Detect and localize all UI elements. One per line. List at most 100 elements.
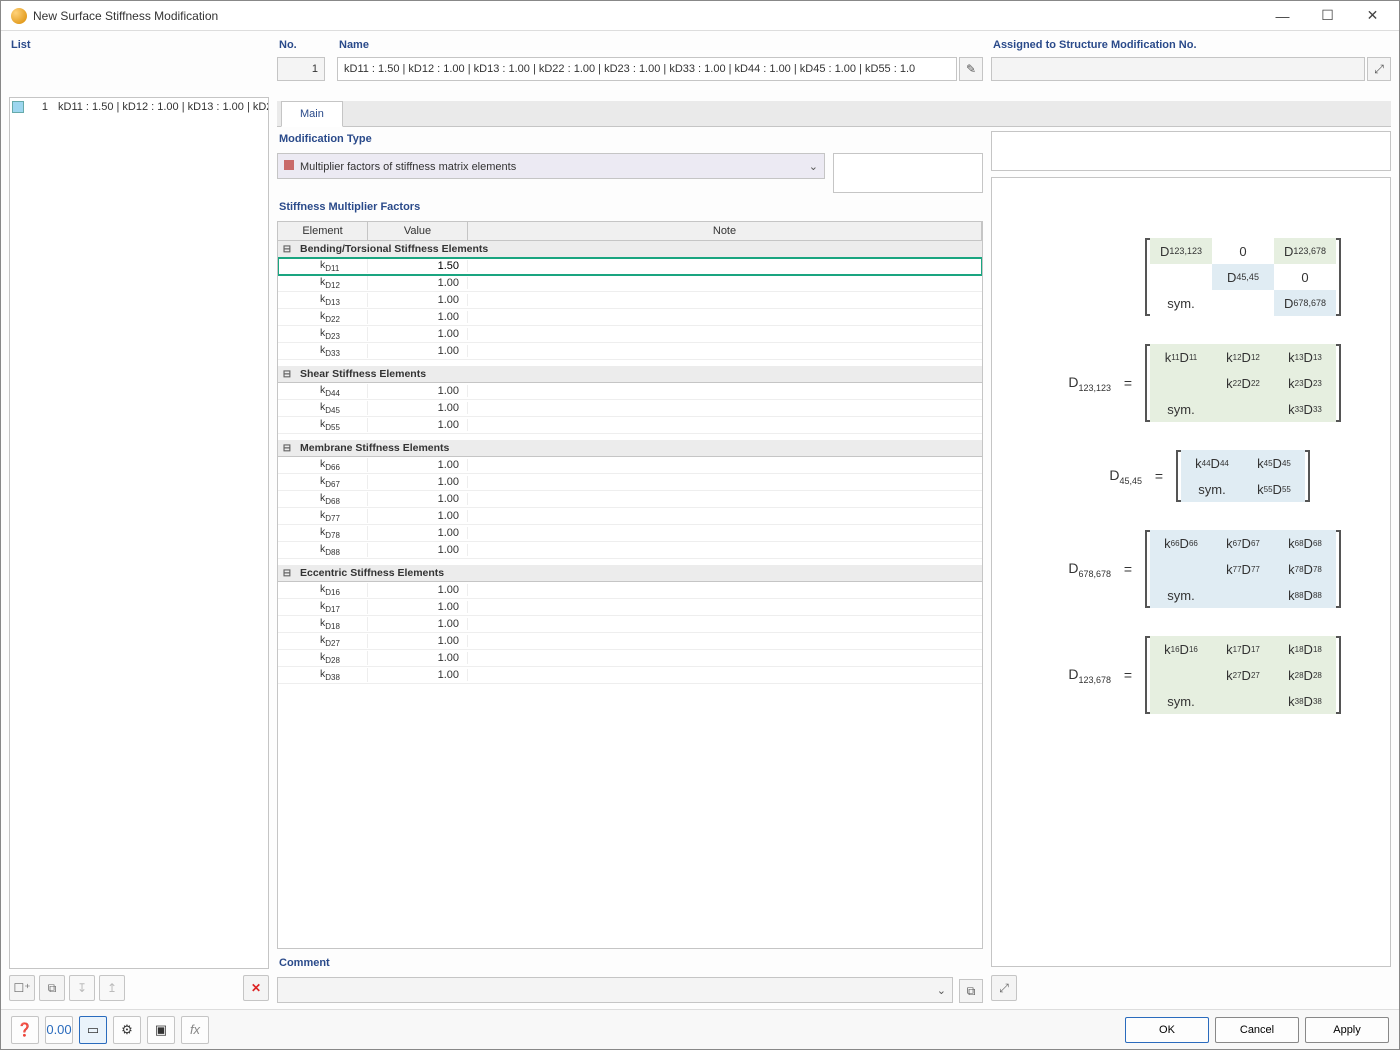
grid-row[interactable]: kD121.00 [278,275,982,292]
row-value[interactable]: 1.00 [368,328,468,340]
pick-assign-button[interactable]: ⤢ [1367,57,1391,81]
grid-row[interactable]: kD671.00 [278,474,982,491]
grid-row[interactable]: kD381.00 [278,667,982,684]
matrix-cell [1150,370,1212,396]
grid-header-element: Element [278,222,368,240]
grid-row[interactable]: kD661.00 [278,457,982,474]
view1-button[interactable]: ▭ [79,1016,107,1044]
row-value[interactable]: 1.00 [368,402,468,414]
row-value[interactable]: 1.50 [368,260,468,272]
list-item[interactable]: 1 kD11 : 1.50 | kD12 : 1.00 | kD13 : 1.0… [10,98,268,116]
view3-button[interactable]: ▣ [147,1016,175,1044]
matrix-cell: k88D88 [1274,582,1336,608]
fx-button[interactable]: fx [181,1016,209,1044]
matrix-cell: k38D38 [1274,688,1336,714]
move-down-button[interactable]: ↥ [99,975,125,1001]
grid-row[interactable]: kD281.00 [278,650,982,667]
group-name: Bending/Torsional Stiffness Elements [296,243,488,255]
grid-row[interactable]: kD131.00 [278,292,982,309]
grid-row[interactable]: kD161.00 [278,582,982,599]
grid-row[interactable]: kD111.50 [278,258,982,275]
row-value[interactable]: 1.00 [368,419,468,431]
matrix: k66D66k67D67k68D68k77D77k78D78sym.k88D88 [1145,530,1341,608]
row-element: kD44 [296,384,368,398]
grid-row[interactable]: kD171.00 [278,599,982,616]
tab-bar: Main [277,101,1391,127]
grid-row[interactable]: kD331.00 [278,343,982,360]
modtype-dropdown[interactable]: Multiplier factors of stiffness matrix e… [277,153,825,179]
matrix: D123,1230D123,678D45,450sym.D678,678 [1145,238,1341,316]
grid-row[interactable]: kD441.00 [278,383,982,400]
collapse-icon[interactable]: ⊟ [278,443,296,454]
view2-button[interactable]: ⚙ [113,1016,141,1044]
row-value[interactable]: 1.00 [368,652,468,664]
minimize-button[interactable]: — [1260,2,1305,30]
collapse-icon[interactable]: ⊟ [278,568,296,579]
grid-row[interactable]: kD781.00 [278,525,982,542]
grid-row[interactable]: kD181.00 [278,616,982,633]
matrix-row: D123,1230D123,678D45,450sym.D678,678 [1041,238,1341,316]
row-value[interactable]: 1.00 [368,544,468,556]
row-value[interactable]: 1.00 [368,294,468,306]
collapse-icon[interactable]: ⊟ [278,244,296,255]
assign-field[interactable] [991,57,1365,81]
grid-group-header[interactable]: ⊟Shear Stiffness Elements [278,366,982,383]
grid-group-header[interactable]: ⊟Bending/Torsional Stiffness Elements [278,241,982,258]
row-value[interactable]: 1.00 [368,601,468,613]
comment-extra-button[interactable]: ⧉ [959,979,983,1003]
name-field[interactable]: kD11 : 1.50 | kD12 : 1.00 | kD13 : 1.00 … [337,57,957,81]
row-value[interactable]: 1.00 [368,476,468,488]
list-item-num: 1 [26,101,54,113]
maximize-button[interactable]: ☐ [1305,2,1350,30]
tab-main[interactable]: Main [281,101,343,127]
collapse-icon[interactable]: ⊟ [278,369,296,380]
units-button[interactable]: 0.00 [45,1016,73,1044]
grid-row[interactable]: kD551.00 [278,417,982,434]
grid-row[interactable]: kD681.00 [278,491,982,508]
new-item-button[interactable]: ☐⁺ [9,975,35,1001]
grid-group-header[interactable]: ⊟Eccentric Stiffness Elements [278,565,982,582]
matrix-options-button[interactable]: ⤢ [991,975,1017,1001]
matrix-cell: k18D18 [1274,636,1336,662]
row-value[interactable]: 1.00 [368,459,468,471]
help-button[interactable]: ❓ [11,1016,39,1044]
row-value[interactable]: 1.00 [368,345,468,357]
no-field[interactable]: 1 [277,57,325,81]
row-value[interactable]: 1.00 [368,669,468,681]
cancel-button[interactable]: Cancel [1215,1017,1299,1043]
grid-row[interactable]: kD271.00 [278,633,982,650]
row-value[interactable]: 1.00 [368,277,468,289]
grid-group-header[interactable]: ⊟Membrane Stiffness Elements [278,440,982,457]
row-value[interactable]: 1.00 [368,584,468,596]
row-value[interactable]: 1.00 [368,493,468,505]
row-value[interactable]: 1.00 [368,385,468,397]
comment-dropdown[interactable]: ⌄ [277,977,953,1003]
row-value[interactable]: 1.00 [368,311,468,323]
grid-row[interactable]: kD221.00 [278,309,982,326]
ok-button[interactable]: OK [1125,1017,1209,1043]
delete-item-button[interactable]: ✕ [243,975,269,1001]
grid-row[interactable]: kD451.00 [278,400,982,417]
grid-row[interactable]: kD231.00 [278,326,982,343]
equals-sign: = [1121,375,1135,391]
row-value[interactable]: 1.00 [368,635,468,647]
duplicate-item-button[interactable]: ⧉ [39,975,65,1001]
matrix-cell [1212,396,1274,422]
modtype-color-icon [284,160,294,170]
move-up-button[interactable]: ↧ [69,975,95,1001]
row-element: kD22 [296,310,368,324]
row-value[interactable]: 1.00 [368,510,468,522]
row-value[interactable]: 1.00 [368,527,468,539]
items-list[interactable]: 1 kD11 : 1.50 | kD12 : 1.00 | kD13 : 1.0… [9,97,269,969]
edit-name-button[interactable]: ✎ [959,57,983,81]
matrix-cell: sym. [1150,688,1212,714]
close-button[interactable]: ✕ [1350,2,1395,30]
equals-sign: = [1121,667,1135,683]
row-value[interactable]: 1.00 [368,618,468,630]
apply-button[interactable]: Apply [1305,1017,1389,1043]
matrix: k16D16k17D17k18D18k27D27k28D28sym.k38D38 [1145,636,1341,714]
factors-grid[interactable]: Element Value Note ⊟Bending/Torsional St… [277,221,983,949]
matrix-cell: k23D23 [1274,370,1336,396]
grid-row[interactable]: kD771.00 [278,508,982,525]
grid-row[interactable]: kD881.00 [278,542,982,559]
